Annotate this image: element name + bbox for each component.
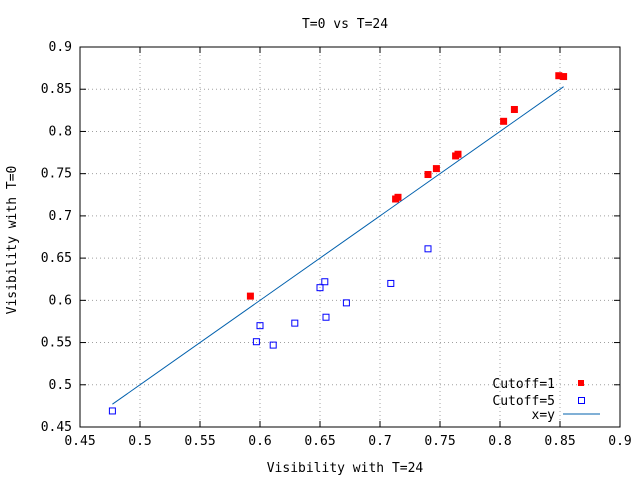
x-tick-label: 0.85 xyxy=(544,434,575,449)
y-tick-label: 0.6 xyxy=(49,293,72,308)
cutoff5-point xyxy=(291,319,299,327)
chart-title: T=0 vs T=24 xyxy=(302,17,388,32)
legend-marker-cutoff5 xyxy=(578,397,585,404)
y-tick-label: 0.8 xyxy=(49,124,72,139)
cutoff5-point xyxy=(108,407,116,415)
y-tick-label: 0.85 xyxy=(41,82,72,97)
cutoff1-point xyxy=(510,105,518,113)
cutoff1-point xyxy=(454,150,462,158)
x-equals-y-line xyxy=(112,86,564,405)
data-points-layer xyxy=(108,72,568,415)
x-tick-label: 0.75 xyxy=(424,434,455,449)
cutoff5-point xyxy=(252,338,260,346)
y-tick-label: 0.9 xyxy=(49,40,72,55)
x-tick-labels: 0.45 0.5 0.55 0.6 0.65 0.7 0.75 0.8 0.85 0.9 xyxy=(64,434,631,449)
x-tick-label: 0.6 xyxy=(248,434,271,449)
y-tick-label: 0.55 xyxy=(41,336,72,351)
x-tick-label: 0.5 xyxy=(128,434,151,449)
y-tick-label: 0.45 xyxy=(41,420,72,435)
y-axis-label: Visibility with T=0 xyxy=(5,166,20,315)
legend: Cutoff=1 Cutoff=5 x=y xyxy=(492,377,600,423)
x-tick-label: 0.7 xyxy=(368,434,391,449)
cutoff5-point xyxy=(256,322,264,330)
y-tick-label: 0.65 xyxy=(41,251,72,266)
cutoff1-point xyxy=(560,73,568,81)
cutoff5-point xyxy=(322,313,330,321)
plot-frame xyxy=(79,46,621,428)
legend-label-xy: x=y xyxy=(532,408,556,423)
cutoff5-point xyxy=(316,284,324,292)
y-tick-label: 0.75 xyxy=(41,167,72,182)
cutoff1-point xyxy=(432,165,440,173)
x-axis-label: Visibility with T=24 xyxy=(267,461,424,476)
cutoff5-point xyxy=(424,245,432,253)
cutoff1-point xyxy=(555,72,563,80)
cutoff5-point xyxy=(342,299,350,307)
legend-label-cutoff5: Cutoff=5 xyxy=(492,394,555,409)
cutoff1-point xyxy=(246,292,254,300)
y-tick-label: 0.5 xyxy=(49,378,72,393)
x-tick-label: 0.8 xyxy=(488,434,511,449)
y-tick-label: 0.7 xyxy=(49,209,72,224)
legend-label-cutoff1: Cutoff=1 xyxy=(492,377,555,392)
x-tick-label: 0.55 xyxy=(184,434,215,449)
grid-lines xyxy=(80,47,620,427)
cutoff1-point xyxy=(424,171,432,179)
cutoff5-point xyxy=(387,279,395,287)
cutoff1-point xyxy=(394,193,402,201)
x-tick-label: 0.9 xyxy=(608,434,631,449)
x-tick-label: 0.65 xyxy=(304,434,335,449)
legend-marker-cutoff1 xyxy=(578,380,584,386)
y-tick-labels: 0.45 0.5 0.55 0.6 0.65 0.7 0.75 0.8 0.85 0.9 xyxy=(41,40,72,435)
reference-line-layer xyxy=(112,86,564,405)
x-tick-label: 0.45 xyxy=(64,434,95,449)
cutoff5-point xyxy=(321,278,329,286)
cutoff5-point xyxy=(269,341,277,349)
cutoff1-point xyxy=(500,117,508,125)
